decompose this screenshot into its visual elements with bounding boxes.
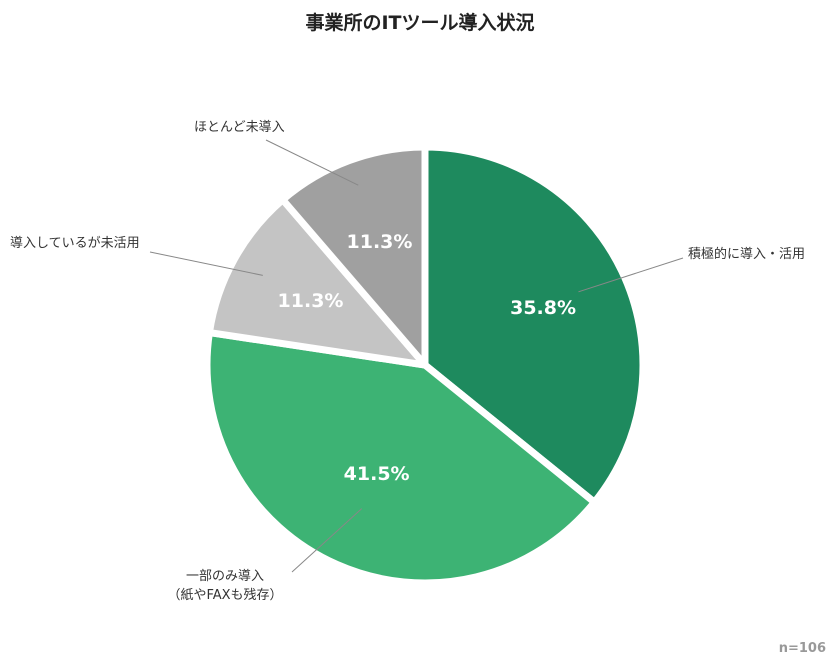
leader-line bbox=[291, 508, 363, 573]
category-label: 積極的に導入・活用 bbox=[688, 247, 806, 262]
category-label: ほとんど未導入 bbox=[194, 120, 285, 135]
value-label: 11.3% bbox=[347, 231, 413, 253]
leader-line bbox=[149, 251, 263, 276]
sample-size-note: n=106 bbox=[778, 641, 826, 656]
category-label: 導入しているが未活用 bbox=[10, 236, 140, 251]
value-label: 11.3% bbox=[278, 290, 344, 312]
category-label: 一部のみ導入 （紙やFAXも残存） bbox=[167, 569, 283, 603]
value-label: 41.5% bbox=[344, 463, 410, 485]
pie-slice bbox=[205, 196, 429, 369]
leader-line bbox=[265, 139, 359, 186]
leader-line bbox=[578, 257, 684, 293]
pie-slice bbox=[421, 143, 647, 506]
pie-slice bbox=[203, 329, 598, 587]
pie-slice bbox=[279, 143, 429, 369]
value-label: 35.8% bbox=[510, 297, 576, 319]
chart-title: 事業所のITツール導入状況 bbox=[305, 12, 535, 34]
